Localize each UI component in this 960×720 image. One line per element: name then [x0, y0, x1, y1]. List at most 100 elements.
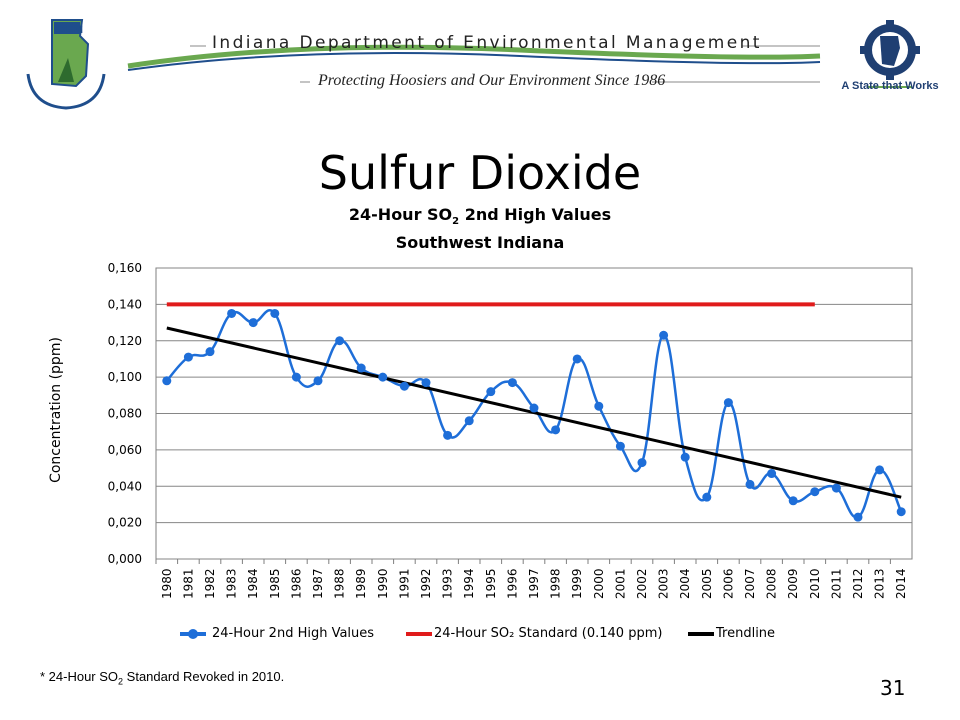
data-point — [291, 372, 301, 382]
state-gear-logo — [860, 20, 920, 88]
data-point — [507, 378, 517, 388]
data-point — [378, 372, 388, 382]
x-tick-label: 1989 — [354, 568, 368, 599]
y-tick-label: 0,080 — [108, 407, 142, 421]
y-tick-label: 0,160 — [108, 261, 142, 275]
x-tick-labels: 1980 1981 1982 1983 1984 1985 1986 1987 1988 1989… — [160, 568, 908, 599]
x-tick-label: 1992 — [419, 568, 433, 599]
x-tick-label: 1998 — [549, 568, 563, 599]
x-tick-label: 1996 — [505, 568, 519, 599]
data-point — [615, 441, 625, 451]
y-axis-label: Concentration (ppm) — [48, 337, 64, 483]
y-tick-label: 0,020 — [108, 516, 142, 530]
data-point — [637, 458, 647, 468]
x-tick-label: 2010 — [808, 568, 822, 599]
trendline — [166, 326, 902, 499]
data-point — [875, 465, 885, 475]
data-point — [248, 318, 258, 328]
data-point — [399, 381, 409, 391]
chart-title: 24-Hour SO2 2nd High Values — [0, 205, 960, 227]
data-point — [551, 425, 561, 435]
data-point — [767, 469, 777, 479]
chart-title-sub: 2 — [452, 216, 460, 228]
data-point — [443, 430, 453, 440]
x-tick-label: 2003 — [657, 568, 671, 599]
page-number: 31 — [880, 676, 906, 700]
x-tick-label: 2005 — [700, 568, 714, 599]
grid-layer — [155, 267, 913, 564]
data-point — [356, 363, 366, 373]
x-tick-label: 2000 — [592, 568, 606, 599]
x-tick-label: 1986 — [289, 568, 303, 599]
y-tick-label: 0,100 — [108, 370, 142, 384]
idem-logo — [26, 19, 106, 110]
data-point — [659, 330, 669, 340]
tagline: Protecting Hoosiers and Our Environment … — [318, 72, 666, 89]
y-tick-label: 0,120 — [108, 334, 142, 348]
legend-label-standard: 24-Hour SO₂ Standard (0.140 ppm) — [434, 626, 663, 641]
series-layer — [162, 302, 906, 522]
data-point — [486, 387, 496, 397]
data-point — [162, 376, 172, 386]
x-tick-label: 2012 — [851, 568, 865, 599]
x-tick-label: 2011 — [829, 568, 843, 599]
data-point — [723, 398, 733, 408]
x-tick-label: 1991 — [397, 568, 411, 599]
x-tick-label: 2001 — [613, 568, 627, 599]
x-tick-label: 2008 — [765, 568, 779, 599]
x-tick-label: 1993 — [441, 568, 455, 599]
data-point — [680, 452, 690, 462]
x-tick-label: 1985 — [268, 568, 282, 599]
header-swoosh — [127, 44, 821, 83]
y-tick-label: 0,040 — [108, 479, 142, 493]
y-tick-label: 0,140 — [108, 297, 142, 311]
y-tick-labels: 0,000 0,020 0,040 0,060 0,080 0,100 0,120 0,140… — [108, 261, 142, 566]
legend-swatch-standard — [406, 632, 432, 636]
footnote-sub: 2 — [118, 676, 124, 687]
data-point — [831, 483, 841, 493]
data-point — [183, 352, 193, 362]
header-banner: IDEM Indiana Department of Environmental… — [0, 0, 960, 118]
y-tick-label: 0,000 — [108, 552, 142, 566]
x-tick-label: 2014 — [894, 568, 908, 599]
page-title: Sulfur Dioxide — [318, 146, 642, 200]
chart-title-suffix: 2nd High Values — [459, 205, 612, 224]
data-point — [896, 507, 906, 517]
x-tick-label: 1995 — [484, 568, 498, 599]
x-tick-label: 1990 — [376, 568, 390, 599]
x-tick-label: 2006 — [721, 568, 735, 599]
data-point — [335, 336, 345, 346]
x-tick-label: 1994 — [462, 568, 476, 599]
data-point — [572, 354, 582, 364]
chart-title-prefix: 24-Hour SO — [348, 205, 453, 224]
x-tick-label: 1981 — [181, 568, 195, 599]
x-tick-label: 1997 — [527, 568, 541, 599]
data-point — [464, 416, 474, 426]
data-point — [745, 479, 755, 489]
x-tick-label: 2002 — [635, 568, 649, 599]
x-tick-label: 2007 — [743, 568, 757, 599]
data-point — [594, 401, 604, 411]
x-tick-label: 1987 — [311, 568, 325, 599]
x-tick-label: 2013 — [873, 568, 887, 599]
data-point — [270, 308, 280, 318]
data-point — [853, 512, 863, 522]
chart-subtitle: Southwest Indiana — [395, 233, 565, 252]
line-chart: 0,000 0,020 0,040 0,060 0,080 0,100 0,120 0,140… — [48, 261, 913, 599]
org-name: Indiana Department of Environmental Mana… — [212, 33, 762, 53]
idem-logo-text: IDEM — [54, 24, 84, 36]
x-tick-label: 1999 — [570, 568, 584, 599]
footnote-prefix: * 24-Hour SO — [40, 669, 119, 684]
footnote-suffix: Standard Revoked in 2010. — [123, 669, 285, 684]
x-tick-label: 1980 — [160, 568, 174, 599]
data-point — [313, 376, 323, 386]
data-point — [227, 308, 237, 318]
data-point — [421, 378, 431, 388]
x-tick-label: 1988 — [333, 568, 347, 599]
data-point — [529, 403, 539, 413]
x-tick-label: 2004 — [678, 568, 692, 599]
legend-swatch-trendline — [688, 632, 714, 636]
legend-label-trendline: Trendline — [716, 626, 776, 641]
data-point — [702, 492, 712, 502]
footnote: * 24-Hour SO2 Standard Revoked in 2010. — [40, 669, 284, 687]
